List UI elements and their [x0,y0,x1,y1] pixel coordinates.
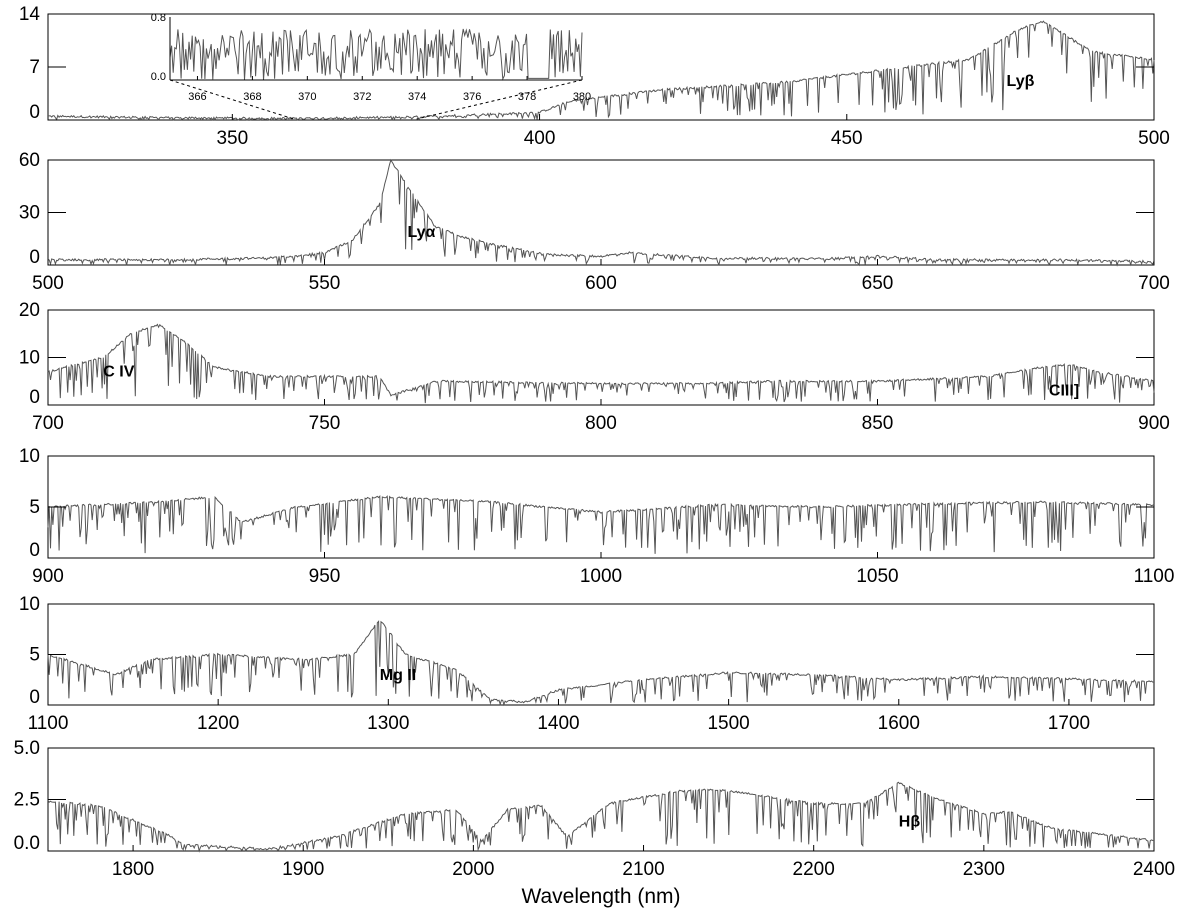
x-tick-label: 1000 [580,566,622,587]
line-annotation: Lyα [407,224,435,241]
x-tick-label: 700 [32,413,64,434]
x-tick-label: 1500 [707,713,749,734]
x-tick-label: 1800 [112,859,154,880]
y-tick-label: 0 [29,387,40,408]
x-tick-label: 550 [309,273,341,294]
x-tick-label: 950 [309,566,341,587]
inset-x-tick-label: 366 [188,91,206,103]
spectrum-line [47,158,1155,267]
y-tick-label: 0 [29,102,40,123]
y-tick-label: 20 [19,300,40,321]
inset-y-tick-label: 0.0 [151,71,166,83]
x-tick-label: 1400 [537,713,579,734]
inset-y-tick-label: 0.8 [151,12,166,24]
x-tick-label: 650 [862,273,894,294]
x-tick-label: 600 [585,273,617,294]
y-tick-label: 10 [19,594,40,615]
zoom-connector-left [169,79,294,120]
spectrum-panel-4: 900 950 1000 1050 1100 0 5 10 [19,446,1175,587]
inset-x-tick-label: 374 [408,91,426,103]
x-tick-label: 1100 [28,713,69,734]
y-tick-label: 30 [19,203,40,224]
line-annotation: CIII] [1049,383,1079,400]
y-tick-label: 10 [19,348,40,369]
x-tick-label: 450 [831,128,863,149]
inset-spectrum-line [169,28,583,81]
x-tick-label: 400 [524,128,556,149]
x-tick-label: 2300 [963,859,1005,880]
zoom-connector-right [416,79,583,120]
spectrum-line [47,781,1155,853]
x-tick-label: 800 [585,413,617,434]
x-tick-label: 1700 [1048,713,1090,734]
spectrum-panel-2: 500 550 600 650 700 0 30 60 Lyα [19,150,1170,294]
line-annotation: Mg II [380,667,416,684]
inset-x-tick-label: 376 [463,91,481,103]
inset-x-tick-label: 370 [298,91,316,103]
inset-x-tick-label: 368 [243,91,261,103]
y-tick-label: 5.0 [14,738,40,759]
x-tick-label: 500 [1138,128,1170,149]
spectrum-panel-5: 1100 1200 1300 1400 1500 1600 1700 0 5 10 Mg II [19,594,1155,734]
line-annotation: C IV [103,364,134,381]
y-tick-label: 5 [29,497,40,518]
line-annotation: Lyβ [1007,73,1035,90]
spectrum-line [47,494,1155,554]
y-tick-label: 60 [19,150,40,171]
line-annotation: Hβ [899,813,921,830]
spectrum-panel-3: 700 750 800 850 900 0 10 20 C IV CIII] [19,300,1170,434]
x-tick-label: 350 [216,128,248,149]
x-tick-label: 2100 [622,859,664,880]
y-tick-label: 14 [19,4,41,25]
spectrum-panel-6: 1800 1900 2000 2100 2200 2300 2400 0.0 2.5 5.0 Hβ [14,738,1176,880]
y-tick-label: 5 [29,645,40,666]
y-tick-label: 2.5 [14,790,40,811]
x-tick-label: 850 [862,413,894,434]
spectrum-line [47,323,1155,404]
y-tick-label: 0 [29,687,40,708]
x-tick-label: 1600 [878,713,920,734]
x-tick-label: 900 [1138,413,1170,434]
x-tick-label: 2200 [793,859,835,880]
y-tick-label: 10 [19,446,40,467]
panel-frame [47,159,1155,266]
inset-x-tick-label: 380 [573,91,591,103]
x-tick-label: 900 [32,566,64,587]
x-tick-label: 1900 [282,859,324,880]
x-tick-label: 700 [1138,273,1170,294]
x-axis-title: Wavelength (nm) [521,885,680,908]
inset-x-tick-label: 372 [353,91,371,103]
y-tick-label: 0.0 [14,833,40,854]
x-tick-label: 1200 [197,713,239,734]
y-tick-label: 7 [29,57,40,78]
x-tick-label: 1100 [1134,566,1175,587]
x-tick-label: 1050 [856,566,898,587]
x-tick-label: 750 [309,413,341,434]
y-tick-label: 0 [29,540,40,561]
x-tick-label: 500 [32,273,64,294]
x-tick-label: 2400 [1133,859,1175,880]
spectrum-line [47,620,1154,707]
x-tick-label: 1300 [367,713,409,734]
y-tick-label: 0 [29,247,40,268]
x-tick-label: 2000 [452,859,494,880]
